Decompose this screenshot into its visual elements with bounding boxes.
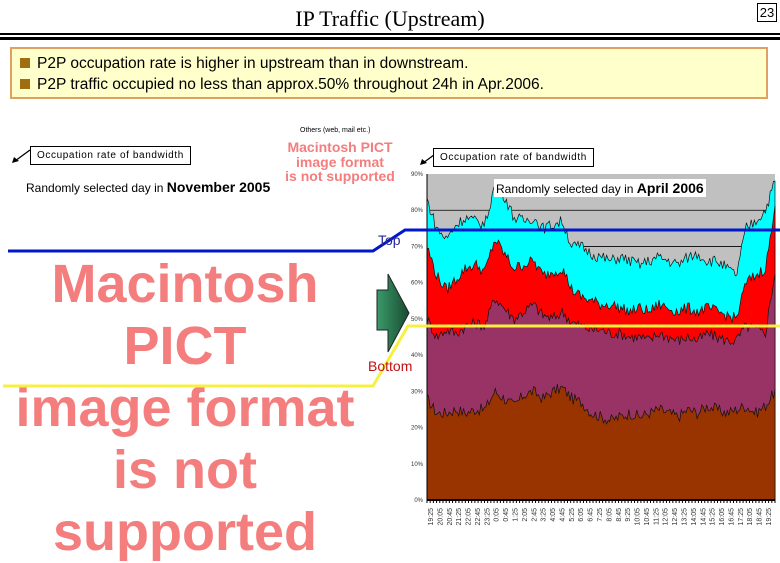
summary-box: P2P occupation rate is higher in upstrea… — [10, 47, 768, 99]
placeholder-line: is not supported — [285, 168, 395, 185]
svg-text:11:25: 11:25 — [653, 508, 660, 525]
svg-text:2:05: 2:05 — [522, 508, 529, 522]
svg-text:4:05: 4:05 — [550, 508, 557, 522]
svg-text:40%: 40% — [411, 353, 424, 359]
svg-text:20%: 20% — [411, 426, 424, 432]
svg-text:70%: 70% — [411, 244, 424, 250]
right-callout: Occupation rate of bandwidth — [433, 148, 594, 167]
left-callout: Occupation rate of bandwidth — [30, 146, 191, 165]
left-day-label: Randomly selected day in November 2005 — [26, 179, 271, 195]
svg-text:6:45: 6:45 — [588, 508, 595, 522]
svg-text:4:45: 4:45 — [559, 508, 566, 522]
svg-text:18:45: 18:45 — [757, 508, 764, 526]
day-label-month: April 2006 — [636, 180, 704, 196]
svg-text:1:25: 1:25 — [513, 508, 520, 522]
right-day-label: Randomly selected day in April 2006 — [494, 179, 706, 197]
svg-text:19:25: 19:25 — [766, 508, 773, 526]
bullet-item: P2P traffic occupied no less than approx… — [20, 76, 544, 94]
svg-text:5:25: 5:25 — [569, 508, 576, 522]
svg-text:22:05: 22:05 — [466, 508, 473, 526]
title-rule-thick — [0, 37, 780, 40]
square-bullet-icon — [20, 58, 30, 68]
svg-text:14:45: 14:45 — [700, 508, 707, 526]
svg-text:19:25: 19:25 — [428, 508, 435, 526]
right-arrow-icon — [376, 273, 410, 353]
svg-text:17:25: 17:25 — [738, 508, 745, 526]
svg-text:14:05: 14:05 — [691, 508, 698, 526]
svg-text:20:05: 20:05 — [437, 508, 444, 526]
svg-text:2:45: 2:45 — [531, 508, 538, 522]
svg-text:13:25: 13:25 — [682, 508, 689, 526]
svg-text:90%: 90% — [411, 172, 424, 178]
square-bullet-icon — [20, 79, 30, 89]
svg-text:0:05: 0:05 — [494, 508, 501, 522]
svg-text:80%: 80% — [411, 208, 424, 214]
svg-text:15:25: 15:25 — [710, 508, 717, 526]
page-number: 23 — [757, 3, 777, 22]
area-series — [426, 384, 776, 501]
bottom-label: Bottom — [368, 358, 413, 374]
callout-arrow-icon — [12, 149, 31, 163]
svg-text:12:45: 12:45 — [672, 508, 679, 526]
traffic-area-chart: 0%10%20%30%40%50%60%70%80%90%19:25 20:05 2… — [3, 172, 780, 526]
svg-text:0:45: 0:45 — [503, 508, 510, 522]
svg-text:9:25: 9:25 — [625, 508, 632, 522]
svg-text:8:05: 8:05 — [606, 508, 613, 522]
svg-text:3:25: 3:25 — [541, 508, 548, 522]
day-label-prefix: Randomly selected day in — [26, 181, 167, 195]
svg-text:16:45: 16:45 — [728, 508, 735, 526]
svg-text:7:25: 7:25 — [597, 508, 604, 522]
day-label-prefix: Randomly selected day in — [496, 182, 637, 196]
svg-text:30%: 30% — [411, 389, 424, 395]
left-chart-placeholder: Macintosh PICT image format is not suppo… — [0, 253, 370, 563]
svg-text:50%: 50% — [411, 317, 424, 323]
legend-placeholder: Macintosh PICT image format is not suppo… — [280, 140, 400, 184]
svg-text:6:05: 6:05 — [578, 508, 585, 522]
top-label: Top — [378, 232, 401, 248]
svg-text:60%: 60% — [411, 281, 424, 287]
svg-text:10:05: 10:05 — [635, 508, 642, 526]
others-legend-label: Others (web, mail etc.) — [300, 127, 371, 134]
svg-text:12:05: 12:05 — [663, 508, 670, 526]
svg-text:10:45: 10:45 — [644, 508, 651, 526]
svg-text:10%: 10% — [411, 462, 424, 468]
svg-text:23:25: 23:25 — [484, 508, 491, 526]
bottom-reference-line — [3, 324, 780, 388]
placeholder-line: Macintosh PICT — [287, 139, 393, 155]
bullet-item: P2P occupation rate is higher in upstrea… — [20, 55, 468, 73]
title-rule — [0, 33, 780, 35]
bullet-text: P2P traffic occupied no less than approx… — [37, 76, 544, 93]
bullet-text: P2P occupation rate is higher in upstrea… — [37, 55, 469, 72]
svg-text:20:45: 20:45 — [447, 508, 454, 526]
svg-text:18:05: 18:05 — [747, 508, 754, 526]
slide-title: IP Traffic (Upstream) — [295, 6, 485, 31]
svg-text:21:25: 21:25 — [456, 508, 463, 526]
svg-text:22:45: 22:45 — [475, 508, 482, 526]
svg-text:0%: 0% — [414, 498, 423, 504]
day-label-month: November 2005 — [166, 179, 271, 195]
svg-text:16:05: 16:05 — [719, 508, 726, 526]
placeholder-line: image format — [15, 378, 355, 438]
svg-text:8:45: 8:45 — [616, 508, 623, 522]
placeholder-line: image format — [296, 153, 384, 170]
placeholder-line: Macintosh PICT — [51, 254, 319, 376]
